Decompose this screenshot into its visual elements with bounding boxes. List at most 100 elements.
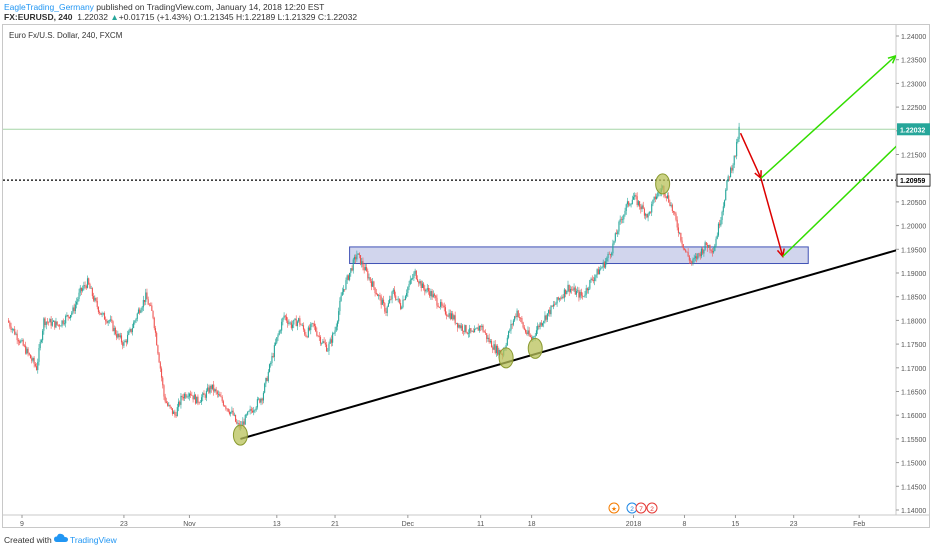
candle-body bbox=[367, 270, 369, 279]
candle-body bbox=[162, 377, 164, 386]
candle-body bbox=[46, 321, 49, 323]
candle-up bbox=[409, 275, 411, 286]
candle-down bbox=[709, 244, 711, 254]
candle-body bbox=[261, 398, 263, 401]
candle-body bbox=[25, 345, 27, 354]
candle-body bbox=[683, 248, 686, 250]
candle-body bbox=[681, 240, 683, 245]
candle-body bbox=[8, 320, 10, 323]
candle-down bbox=[150, 302, 152, 307]
candle-down bbox=[185, 391, 187, 399]
candle-down bbox=[580, 288, 582, 299]
candle-body bbox=[706, 244, 709, 248]
author-link[interactable]: EagleTrading_Germany bbox=[4, 2, 94, 12]
candle-up bbox=[539, 321, 541, 330]
candle-body bbox=[600, 268, 602, 270]
candle-body bbox=[492, 347, 494, 350]
candle-down bbox=[22, 338, 24, 347]
candle-down bbox=[373, 280, 375, 291]
candle-up bbox=[349, 272, 351, 282]
candle-up bbox=[585, 284, 587, 299]
candle-body bbox=[330, 339, 332, 343]
candle-down bbox=[57, 324, 59, 327]
candle-down bbox=[50, 315, 52, 329]
candle-up bbox=[541, 322, 544, 327]
candle-down bbox=[219, 391, 221, 397]
candle-body bbox=[197, 396, 199, 403]
candle-body bbox=[288, 322, 290, 324]
candle-up bbox=[450, 310, 453, 320]
candle-up bbox=[514, 315, 516, 322]
candle-down bbox=[62, 318, 64, 326]
candle-up bbox=[282, 317, 284, 326]
candle-up bbox=[421, 280, 423, 289]
candle-down bbox=[317, 334, 319, 338]
candle-body bbox=[43, 318, 45, 331]
candle-body bbox=[698, 253, 700, 254]
candle-body bbox=[641, 205, 643, 210]
candle-body bbox=[589, 280, 591, 289]
candle-up bbox=[583, 296, 585, 298]
candle-body bbox=[339, 300, 341, 312]
candle-body bbox=[187, 396, 189, 398]
candle-down bbox=[68, 316, 70, 319]
candle-body bbox=[384, 303, 386, 312]
candle-down bbox=[497, 344, 499, 356]
candle-body bbox=[42, 330, 44, 341]
candle-body bbox=[157, 345, 159, 354]
candle-up bbox=[49, 317, 51, 323]
candle-body bbox=[571, 288, 573, 290]
candle-body bbox=[150, 305, 152, 306]
candle-body bbox=[453, 315, 455, 320]
candle-up bbox=[630, 202, 632, 208]
candle-down bbox=[146, 288, 148, 300]
candle-down bbox=[521, 315, 523, 324]
candle-down bbox=[130, 328, 132, 334]
candle-down bbox=[454, 311, 456, 326]
touch-point-marker bbox=[232, 424, 248, 446]
candle-body bbox=[108, 320, 110, 322]
candle-up bbox=[481, 323, 483, 331]
candle-body bbox=[285, 316, 288, 321]
candle-body bbox=[558, 298, 561, 300]
candle-down bbox=[299, 315, 301, 327]
candle-body bbox=[410, 278, 413, 280]
time-tick-label: 15 bbox=[732, 521, 740, 528]
candle-up bbox=[726, 180, 728, 192]
candle-body bbox=[256, 399, 258, 408]
candle-body bbox=[443, 305, 445, 308]
candle-body bbox=[664, 193, 666, 197]
price-tick-label: 1.19500 bbox=[901, 247, 926, 254]
candle-body bbox=[112, 321, 114, 332]
candle-up bbox=[327, 347, 329, 352]
candle-down bbox=[266, 376, 268, 382]
candle-up bbox=[632, 192, 635, 200]
candle-body bbox=[649, 211, 652, 213]
candle-body bbox=[387, 303, 389, 307]
candle-down bbox=[470, 327, 472, 334]
candle-up bbox=[107, 319, 109, 326]
candle-up bbox=[579, 289, 581, 300]
candle-down bbox=[654, 193, 656, 203]
candle-down bbox=[97, 306, 99, 315]
candle-body bbox=[368, 277, 370, 279]
price-tick-label: 1.16000 bbox=[901, 413, 926, 420]
candle-body bbox=[316, 331, 318, 336]
candle-body bbox=[55, 321, 57, 328]
candle-body bbox=[647, 213, 649, 218]
candle-up bbox=[292, 320, 294, 332]
candle-down bbox=[213, 380, 215, 396]
price-tick-label: 1.15500 bbox=[901, 437, 926, 444]
candle-body bbox=[489, 340, 491, 343]
candle-up bbox=[600, 265, 602, 271]
candle-body bbox=[455, 322, 457, 324]
candle-down bbox=[8, 318, 10, 323]
candle-down bbox=[374, 287, 376, 297]
candle-body bbox=[561, 296, 563, 299]
candle-body bbox=[544, 315, 546, 322]
candle-down bbox=[528, 327, 530, 337]
candle-body bbox=[392, 289, 394, 292]
tradingview-brand-link[interactable]: TradingView bbox=[70, 535, 117, 545]
candle-down bbox=[465, 324, 467, 334]
